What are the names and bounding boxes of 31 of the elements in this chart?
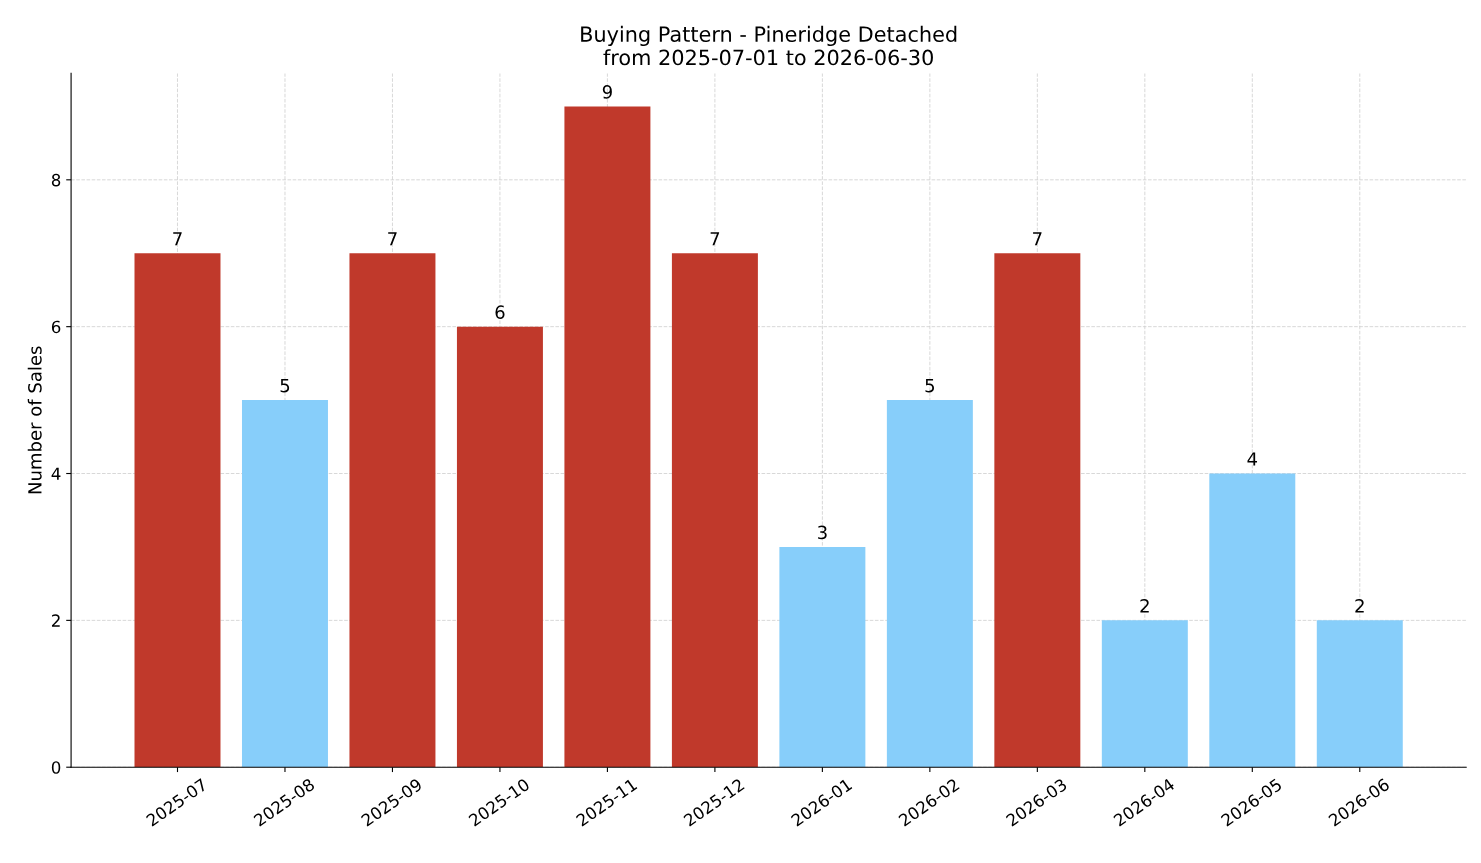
bar — [1316, 620, 1403, 768]
bar — [671, 253, 758, 768]
bar — [349, 253, 436, 768]
bar — [1101, 620, 1188, 768]
data-label: 5 — [925, 379, 935, 393]
data-label: 6 — [495, 305, 505, 319]
data-label: 7 — [173, 232, 182, 246]
y-tick-label: 4 — [51, 467, 61, 480]
data-label: 2 — [1355, 599, 1364, 613]
chart-title: Buying Pattern - Pineridge Detached from 2025-07-01 to 2026-06-30 — [581, 25, 957, 66]
bar — [564, 106, 651, 768]
data-label: 7 — [1033, 232, 1042, 246]
y-axis-title: Number of Sales — [27, 346, 42, 494]
data-label: 5 — [280, 379, 290, 393]
bar — [134, 253, 221, 768]
bar — [994, 253, 1081, 768]
bar — [886, 400, 973, 768]
data-label: 7 — [388, 232, 397, 246]
data-label: 2 — [1140, 599, 1149, 613]
bar — [779, 546, 866, 768]
y-tick-label: 0 — [51, 761, 61, 774]
data-label: 9 — [602, 85, 612, 99]
bar — [456, 326, 543, 768]
data-label: 4 — [1247, 452, 1258, 466]
data-label: 7 — [710, 232, 720, 246]
data-label: 3 — [818, 525, 827, 540]
y-tick-label: 8 — [51, 173, 61, 187]
bar — [241, 400, 328, 768]
y-tick-label: 2 — [51, 614, 60, 627]
bar — [1209, 473, 1296, 768]
y-tick-label: 6 — [51, 320, 61, 334]
